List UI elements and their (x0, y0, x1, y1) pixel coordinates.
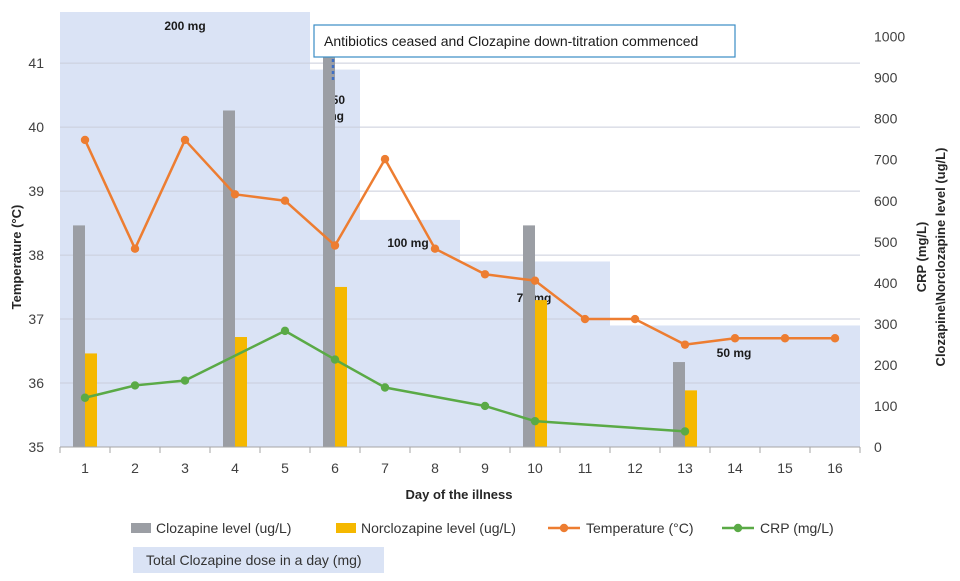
y-right-tick-100: 100 (874, 398, 898, 414)
temperature-point-day-6 (330, 241, 340, 250)
dose-step-5 (610, 325, 860, 447)
bar-norclozapine-day-1 (85, 353, 97, 447)
y-right-tick-0: 0 (874, 439, 882, 455)
y-left-tick-36: 36 (28, 375, 44, 391)
y-right-tick-600: 600 (874, 193, 898, 209)
x-axis-title: Day of the illness (406, 487, 513, 502)
y-right-tick-900: 900 (874, 70, 898, 86)
bar-clozapine-day-13 (673, 362, 685, 447)
temperature-point-day-3 (180, 135, 190, 145)
bar-clozapine-day-10 (523, 225, 535, 447)
y-right-axis-title-levels: Clozapine\Norclozapine level (ug/L) (933, 148, 948, 367)
y-right-tick-500: 500 (874, 234, 898, 250)
x-tick-label-10: 10 (527, 460, 543, 476)
crp-point-day-9 (480, 401, 490, 411)
legend-swatch-norclozapine (336, 523, 356, 533)
x-tick-label-11: 11 (578, 460, 593, 476)
temperature-point-day-8 (430, 244, 440, 253)
temperature-point-day-2 (130, 244, 140, 253)
legend: Clozapine level (ug/L) Norclozapine level… (131, 520, 834, 573)
y-right-tick-400: 400 (874, 275, 898, 291)
bar-clozapine-day-4 (223, 110, 235, 447)
x-tick-label-3: 3 (181, 460, 189, 476)
y-left-tick-35: 35 (28, 439, 44, 455)
legend-swatch-clozapine (131, 523, 151, 533)
x-tick-label-8: 8 (431, 460, 439, 476)
bar-clozapine-day-1 (73, 225, 85, 447)
gridlines-layer (60, 62, 860, 384)
temperature-point-day-14 (730, 334, 740, 343)
y-left-tick-38: 38 (28, 247, 44, 263)
y-left-tick-37: 37 (28, 311, 44, 327)
x-tick-label-5: 5 (281, 460, 289, 476)
bar-norclozapine-day-10 (535, 300, 547, 447)
y-left-axis-title: Temperature (°C) (9, 205, 24, 310)
x-tick-label-9: 9 (481, 460, 489, 476)
legend-marker-temperature (559, 523, 569, 533)
crp-point-day-2 (130, 381, 140, 390)
y-right-axis-title-crp: CRP (mg/L) (914, 222, 929, 293)
lines-layer (80, 135, 840, 436)
x-tick-label-6: 6 (331, 460, 339, 476)
y-left-tick-40: 40 (28, 119, 44, 135)
x-tick-label-15: 15 (777, 460, 793, 476)
dose-label-3: 100 mg (387, 236, 428, 250)
crp-point-day-1 (80, 393, 90, 402)
y-right-tick-200: 200 (874, 357, 898, 373)
annotation-layer: Antibiotics ceased and Clozapine down-ti… (313, 24, 736, 82)
bar-norclozapine-day-4 (235, 337, 247, 447)
crp-point-day-5 (280, 326, 290, 336)
legend-label-clozapine: Clozapine level (ug/L) (156, 520, 291, 536)
legend-label-dose: Total Clozapine dose in a day (mg) (146, 552, 362, 568)
crp-point-day-10 (530, 416, 540, 426)
temperature-point-day-5 (280, 196, 290, 205)
bar-clozapine-day-6 (323, 57, 335, 447)
temperature-point-day-11 (580, 314, 590, 324)
y-left-tick-41: 41 (28, 55, 44, 71)
legend-label-temperature: Temperature (°C) (586, 520, 694, 536)
temperature-point-day-15 (780, 334, 790, 343)
axes-layer: 1 2 3 4 5 6 7 8 9 10 11 12 13 14 15 1635363738394041010… (28, 29, 905, 476)
temperature-point-day-1 (80, 135, 90, 145)
crp-point-day-3 (180, 376, 190, 385)
x-tick-label-14: 14 (727, 460, 743, 476)
crp-point-day-7 (380, 383, 390, 392)
crp-point-day-6 (330, 355, 340, 364)
temperature-point-day-12 (630, 314, 640, 324)
x-tick-label-12: 12 (627, 460, 643, 476)
x-tick-label-7: 7 (381, 460, 389, 476)
y-right-tick-300: 300 (874, 316, 898, 332)
legend-swatch-dose (133, 547, 384, 573)
y-left-tick-39: 39 (28, 183, 44, 199)
x-tick-label-2: 2 (131, 460, 139, 476)
x-tick-label-13: 13 (677, 460, 693, 476)
y-right-tick-700: 700 (874, 152, 898, 168)
legend-label-crp: CRP (mg/L) (760, 520, 834, 536)
y-right-tick-800: 800 (874, 111, 898, 127)
crp-point-day-13 (680, 427, 690, 436)
x-tick-label-4: 4 (231, 460, 239, 476)
temperature-point-day-7 (380, 154, 390, 164)
annotation-text: Antibiotics ceased and Clozapine down-ti… (324, 33, 698, 49)
bar-norclozapine-day-13 (685, 390, 697, 447)
legend-label-norclozapine: Norclozapine level (ug/L) (361, 520, 516, 536)
dose-label-5: 50 mg (717, 346, 752, 360)
dose-step-1 (60, 12, 310, 447)
temperature-point-day-10 (530, 276, 540, 285)
temperature-point-day-13 (680, 340, 690, 349)
legend-marker-crp (733, 523, 743, 533)
temperature-line (83, 138, 835, 346)
temperature-point-day-9 (480, 270, 490, 279)
x-tick-label-16: 16 (827, 460, 843, 476)
dose-label-1: 200 mg (164, 19, 205, 33)
bar-norclozapine-day-6 (335, 286, 347, 447)
x-tick-label-1: 1 (81, 460, 89, 476)
y-right-tick-1000: 1000 (874, 29, 905, 45)
annotation-box (313, 24, 736, 58)
dose-step-3 (360, 219, 460, 447)
temperature-point-day-16 (830, 334, 840, 343)
temperature-point-day-4 (230, 190, 240, 199)
